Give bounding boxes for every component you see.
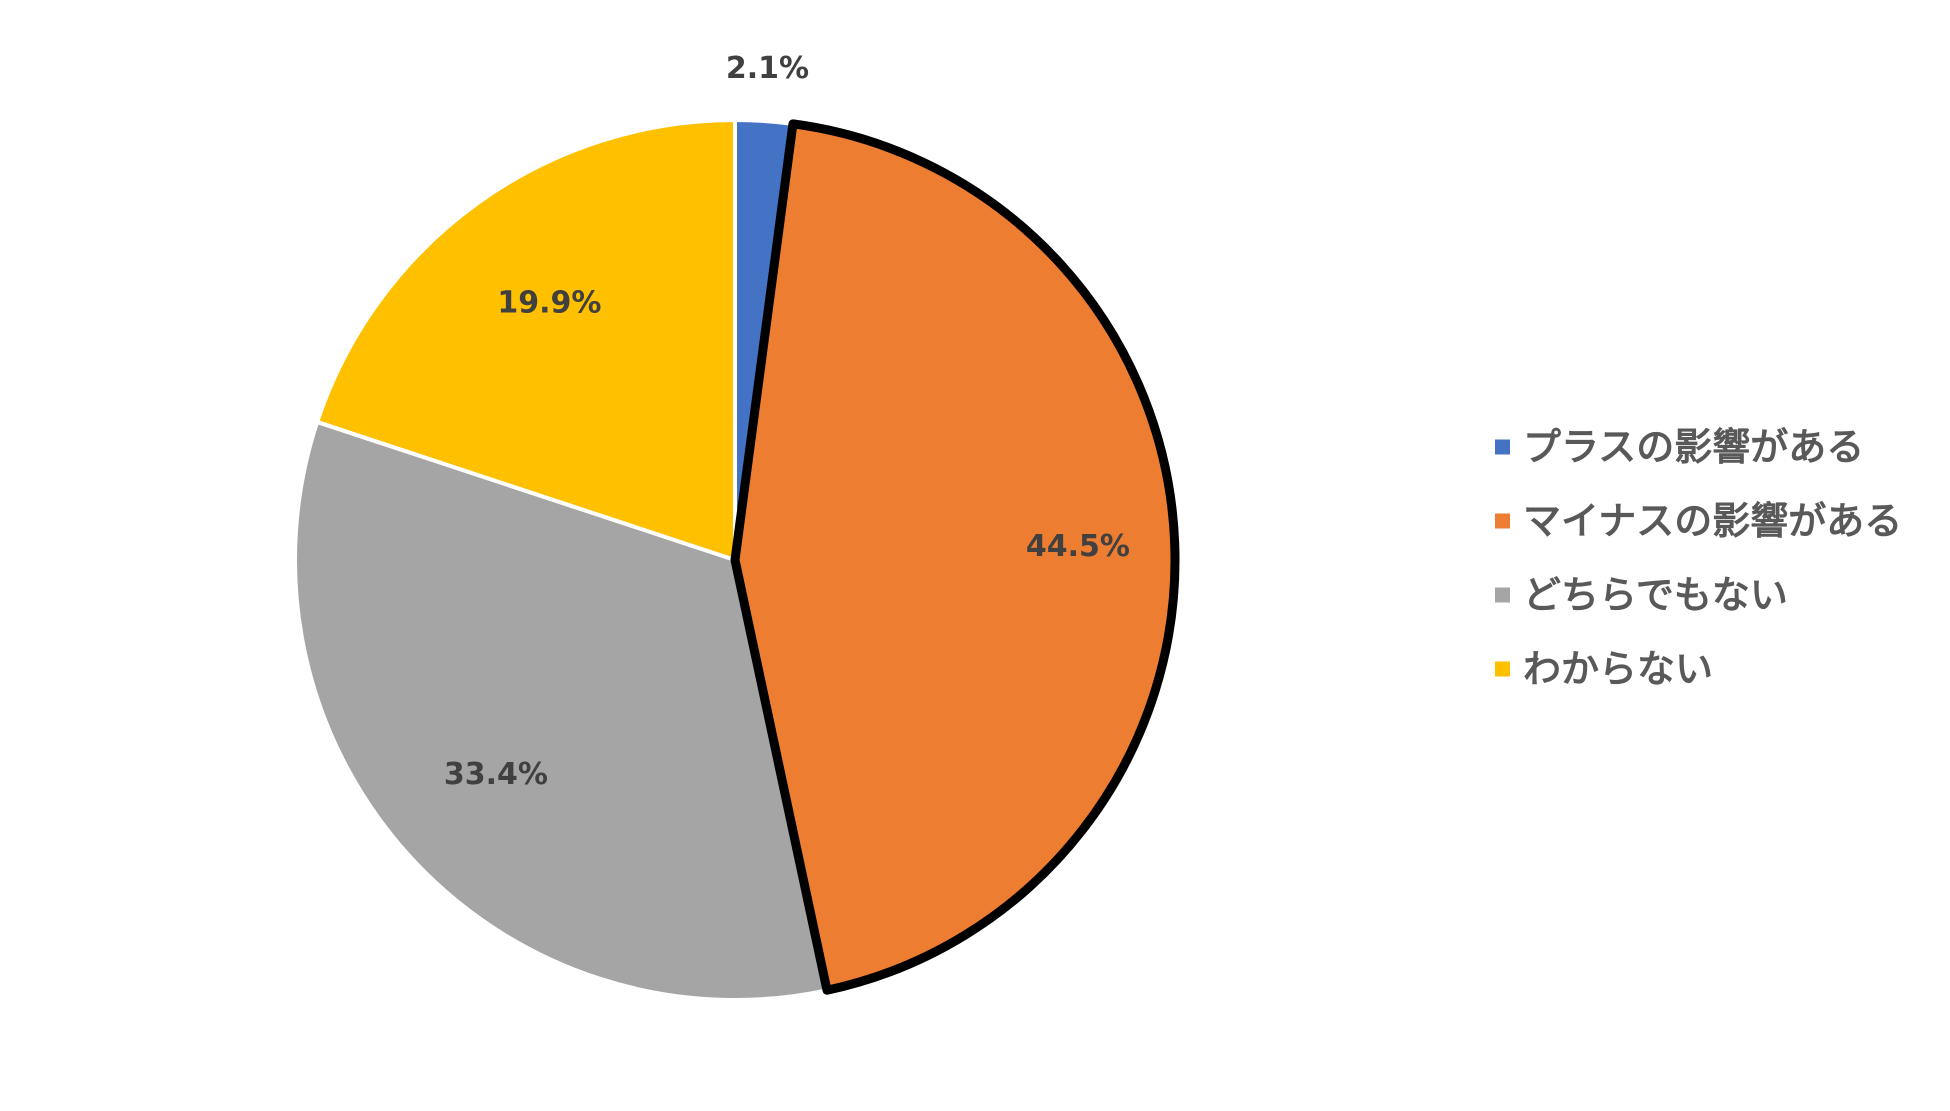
- pie-slices: [292, 118, 1177, 1002]
- data-label-unknown: 19.9%: [497, 286, 601, 321]
- pie-highlight-layer: [730, 119, 1180, 995]
- legend-swatch-neutral: [1495, 587, 1510, 603]
- data-label-positive: 2.1%: [726, 51, 809, 86]
- legend-label-positive: プラスの影響がある: [1523, 425, 1864, 469]
- legend-label-negative: マイナスの影響がある: [1523, 499, 1902, 543]
- legend-label-neutral: どちらでもない: [1523, 573, 1788, 617]
- pie-slice-unknown: [315, 118, 737, 562]
- data-label-negative: 44.5%: [1026, 529, 1130, 564]
- legend-swatch-unknown: [1495, 661, 1510, 677]
- data-label-neutral: 33.4%: [444, 757, 548, 792]
- pie-data-labels: 2.1% 44.5% 33.4% 19.9%: [444, 51, 1130, 792]
- legend-label-unknown: わからない: [1523, 647, 1713, 691]
- legend-swatch-negative: [1495, 513, 1510, 529]
- pie-slice-highlight-outline: [730, 119, 1180, 995]
- pie-slice-neutral: [292, 419, 830, 1002]
- legend-swatch-positive: [1495, 439, 1510, 455]
